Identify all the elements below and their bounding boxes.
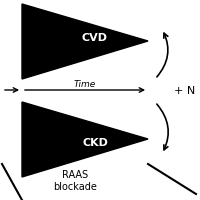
Polygon shape [22,102,147,177]
Text: Time: Time [74,80,96,89]
Text: + N: + N [173,86,194,96]
Polygon shape [22,5,147,80]
Text: CVD: CVD [82,33,107,43]
Text: CKD: CKD [82,137,107,147]
Text: RAAS
blockade: RAAS blockade [53,170,96,191]
